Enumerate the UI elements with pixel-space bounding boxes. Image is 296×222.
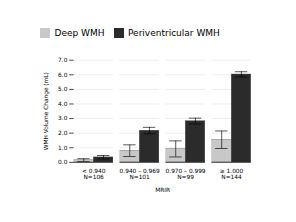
svg-text:≥ 1.000N=144: ≥ 1.000N=144 [220,168,244,180]
svg-text:1.0: 1.0 [58,144,68,150]
svg-text:4.0: 4.0 [58,100,68,106]
svg-text:6.0: 6.0 [58,71,68,77]
svg-text:0.0: 0.0 [58,159,68,165]
svg-text:0.940 – 0.969N=101: 0.940 – 0.969N=101 [120,168,160,180]
svg-text:0.970 – 0.999N=99: 0.970 – 0.999N=99 [166,168,206,180]
svg-text:5.0: 5.0 [58,86,68,92]
svg-text:< 0.940N=106: < 0.940N=106 [82,168,106,180]
svg-text:WMH Volume Change (mL): WMH Volume Change (mL) [43,72,50,150]
svg-text:3.0: 3.0 [58,115,68,121]
svg-text:7.0: 7.0 [58,57,68,63]
html-text:Deep WMH: Deep WMH [54,27,105,38]
svg-text:MRIR: MRIR [155,187,170,193]
svg-text:2.0: 2.0 [58,130,68,136]
html-text:Periventricular WMH: Periventricular WMH [128,27,220,38]
